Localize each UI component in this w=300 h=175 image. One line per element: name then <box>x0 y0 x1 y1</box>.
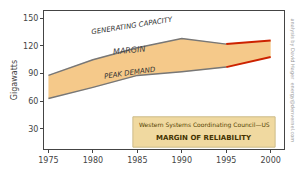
svg-text:90: 90 <box>28 69 38 78</box>
svg-text:PEAK DEMAND: PEAK DEMAND <box>104 65 157 80</box>
svg-text:1990: 1990 <box>172 156 192 165</box>
svg-text:30: 30 <box>28 125 38 134</box>
svg-text:MARGIN: MARGIN <box>113 45 146 57</box>
svg-text:Western Systems Coordinating C: Western Systems Coordinating Council—US <box>139 121 270 129</box>
svg-text:1975: 1975 <box>38 156 58 165</box>
svg-text:1985: 1985 <box>127 156 147 165</box>
svg-text:1980: 1980 <box>83 156 103 165</box>
svg-text:Gigawatts: Gigawatts <box>10 60 19 100</box>
svg-text:1995: 1995 <box>216 156 236 165</box>
svg-text:150: 150 <box>23 14 38 23</box>
svg-text:MARGIN OF RELIABILITY: MARGIN OF RELIABILITY <box>156 134 252 142</box>
svg-text:60: 60 <box>28 97 38 106</box>
svg-text:GENERATING CAPACITY: GENERATING CAPACITY <box>91 16 174 37</box>
svg-text:120: 120 <box>23 42 38 51</box>
svg-text:2000: 2000 <box>260 156 280 165</box>
svg-text:analysis by David Hager energ: analysis by David Hager energy@denvernel… <box>289 19 296 143</box>
